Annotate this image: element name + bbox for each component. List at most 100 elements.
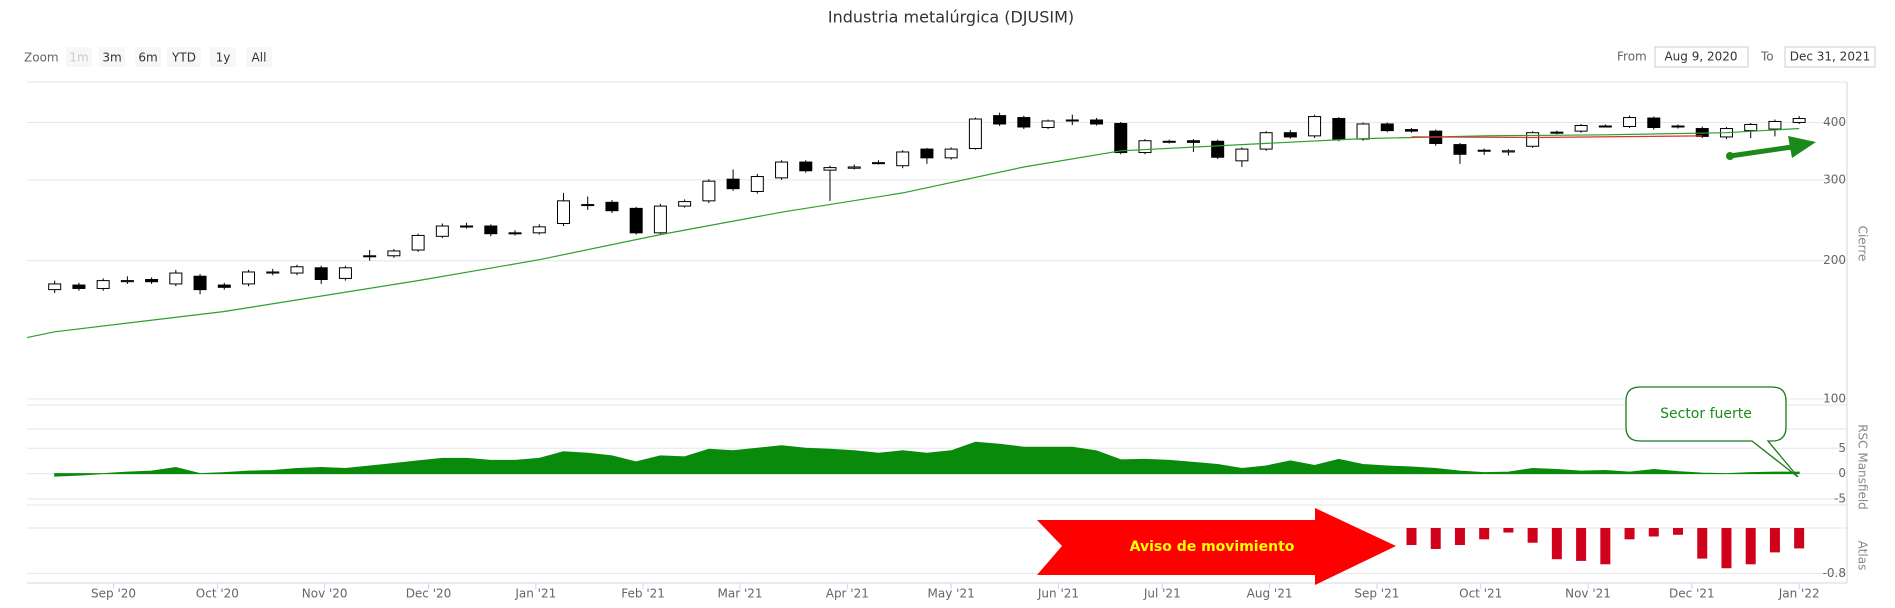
candle-body <box>1090 119 1104 125</box>
from-label: From <box>1617 50 1647 64</box>
candle-body <box>217 284 231 288</box>
trend-arrow <box>1729 144 1793 159</box>
moving-average <box>26 127 1800 339</box>
candle-body <box>1235 148 1249 162</box>
candle-body <box>1380 123 1394 132</box>
x-tick-label: Jun '21 <box>1037 587 1079 601</box>
x-tick-label: Sep '20 <box>91 587 136 601</box>
x-tick-label: Nov '20 <box>302 587 348 601</box>
x-tick-label: Oct '21 <box>1459 587 1502 601</box>
candle-body <box>1550 131 1564 134</box>
to-input[interactable] <box>1784 46 1876 68</box>
candle-body <box>1259 132 1273 150</box>
candle-body <box>993 115 1007 125</box>
bar <box>1648 528 1659 537</box>
x-tick-label: May '21 <box>928 587 975 601</box>
range-button-label[interactable]: 1m <box>69 51 88 65</box>
candle-body <box>1623 117 1637 127</box>
x-tick-label: Aug '21 <box>1247 587 1293 601</box>
range-button[interactable] <box>135 47 161 67</box>
candle-body <box>1574 124 1588 132</box>
candle-body <box>484 225 498 235</box>
bar <box>1527 528 1538 543</box>
range-button[interactable] <box>210 47 236 67</box>
candle-body <box>1308 116 1322 137</box>
bar <box>1503 528 1514 533</box>
x-tick-label: Oct '20 <box>196 587 239 601</box>
bar <box>1600 528 1611 565</box>
candle-body <box>775 161 789 179</box>
annotation-text: Sector fuerte <box>1660 406 1752 422</box>
moving-average <box>1411 135 1703 139</box>
candle-body <box>823 167 837 171</box>
x-tick-label: Sep '21 <box>1354 587 1399 601</box>
x-tick-label: Nov '21 <box>1565 587 1611 601</box>
range-button[interactable] <box>167 47 201 67</box>
bar <box>1430 528 1441 549</box>
from-input[interactable] <box>1654 46 1749 68</box>
candle-body <box>1598 125 1612 128</box>
range-button-label[interactable]: YTD <box>171 51 196 65</box>
candle-body <box>96 280 110 289</box>
candle-body <box>169 272 183 285</box>
candle-body <box>750 176 764 192</box>
candle-body <box>653 205 667 234</box>
candle-body <box>581 204 595 207</box>
y-tick-label: -0.8 <box>1823 566 1846 580</box>
trend-arrow-dot <box>1726 152 1734 160</box>
candle-body <box>726 178 740 190</box>
candle-body <box>920 148 934 159</box>
candle-body <box>460 225 474 228</box>
candle-body <box>944 148 958 159</box>
candle-body <box>193 275 207 291</box>
annotation-arrow <box>1037 508 1396 585</box>
range-button-label[interactable]: 1y <box>216 51 231 65</box>
range-button[interactable] <box>66 47 92 67</box>
candle-body <box>120 280 134 283</box>
candle-body <box>145 279 159 283</box>
candle-body <box>242 271 256 285</box>
bar <box>1406 528 1417 546</box>
y-tick-label: 0 <box>1838 466 1846 480</box>
area <box>54 441 1800 477</box>
candle-body <box>1017 117 1031 128</box>
candle-body <box>363 255 377 258</box>
candle-body <box>266 271 280 274</box>
x-tick-label: Feb '21 <box>621 587 665 601</box>
bar <box>1576 528 1587 561</box>
x-tick-label: Apr '21 <box>826 587 869 601</box>
candle-body <box>605 201 619 212</box>
range-button-label[interactable]: All <box>252 51 267 65</box>
candle-body <box>799 161 813 172</box>
candle-body <box>968 118 982 150</box>
range-button[interactable] <box>246 47 272 67</box>
range-button-label[interactable]: 3m <box>102 51 121 65</box>
to-label: To <box>1760 50 1774 64</box>
trend-arrow-head <box>1788 136 1816 158</box>
candle-body <box>72 284 86 289</box>
to-value[interactable]: Dec 31, 2021 <box>1790 50 1870 64</box>
candle-body <box>435 225 449 237</box>
bar <box>1745 528 1756 565</box>
axis-title: RSC Mansfield <box>1856 424 1870 510</box>
x-tick-label: Dec '20 <box>406 587 452 601</box>
candle-body <box>629 207 643 234</box>
candle-body <box>387 250 401 257</box>
range-button-label[interactable]: 6m <box>138 51 157 65</box>
bar <box>1551 528 1562 560</box>
annotation-bubble <box>1625 386 1799 478</box>
candle-body <box>532 226 546 234</box>
from-value[interactable]: Aug 9, 2020 <box>1664 50 1737 64</box>
candle-body <box>411 234 425 251</box>
candle-body <box>1453 144 1467 155</box>
candle-body <box>1041 120 1055 129</box>
range-button[interactable] <box>99 47 125 67</box>
candle-body <box>1744 123 1758 132</box>
candle-body <box>678 201 692 207</box>
candle-body <box>1065 119 1079 122</box>
candle-body <box>1768 120 1782 130</box>
x-tick-label: Jul '21 <box>1143 587 1181 601</box>
y-tick-label: -5 <box>1834 491 1846 505</box>
